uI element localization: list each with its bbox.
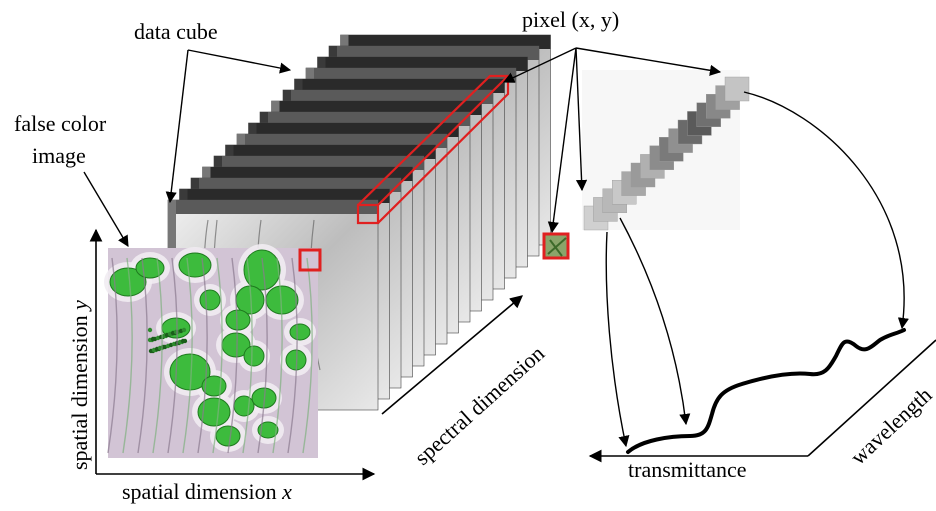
label-false-color-line2: image [32, 143, 86, 168]
label-pixel: pixel (x, y) [522, 7, 620, 32]
label-transmittance: transmittance [628, 457, 747, 482]
tissue-texture [104, 244, 316, 454]
transmittance-curve [626, 328, 906, 454]
pixel-spectrum-stack [582, 70, 750, 231]
selected-pixel-marker [298, 248, 322, 272]
label-data-cube: data cube [134, 19, 218, 44]
extracted-pixel [542, 232, 570, 260]
label-spatial-y-text: spatial dimension [67, 309, 92, 470]
false-color-image [104, 244, 318, 458]
label-spatial-y: spatial dimension y [67, 300, 92, 470]
label-spatial-x: spatial dimension x [122, 480, 292, 504]
spectral-band-pixel [724, 76, 750, 102]
label-spatial-x-var: x [282, 479, 292, 504]
spectrum-arrows [605, 91, 909, 448]
spatial-axes [89, 228, 376, 481]
label-spatial-y-var: y [67, 300, 92, 310]
label-spatial-x-text: spatial dimension [122, 479, 283, 504]
label-false-color-line1: false color [14, 111, 107, 136]
spectrum-plot-axes [588, 339, 936, 463]
pointer-arrows [83, 47, 722, 247]
spectral-axis-arrow [381, 295, 523, 415]
